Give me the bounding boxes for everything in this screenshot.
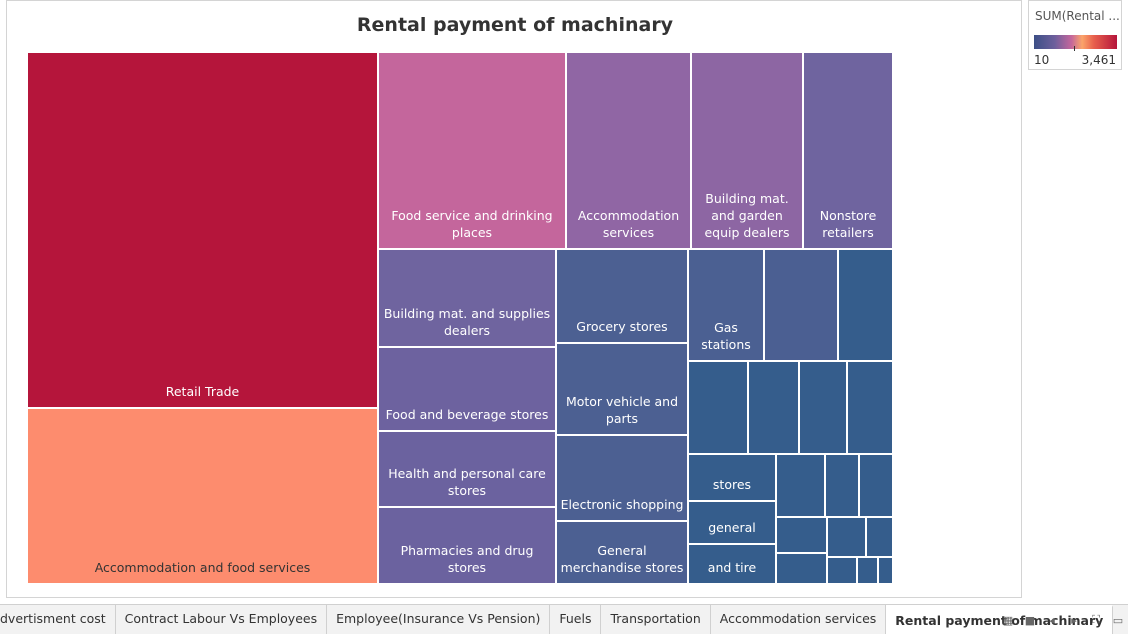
treemap-cell-label: Food service and drinking places <box>391 208 553 240</box>
treemap-cell[interactable] <box>764 249 838 361</box>
presentation-icon[interactable]: ▭ <box>1112 613 1124 627</box>
treemap-cell[interactable]: Grocery stores <box>556 249 688 343</box>
treemap-cell[interactable] <box>827 517 866 557</box>
treemap-cell[interactable] <box>859 454 893 517</box>
treemap-cell[interactable] <box>827 557 857 584</box>
treemap-cell[interactable]: Health and personal care stores <box>378 431 556 507</box>
treemap-cell[interactable] <box>825 454 859 517</box>
treemap-cell-label: Health and personal care stores <box>388 466 546 498</box>
treemap-cell[interactable]: Accommodation and food services <box>27 408 378 584</box>
treemap-cell-label: Accommodation and food services <box>94 560 311 575</box>
treemap-cell[interactable]: Electronic shopping <box>556 435 688 521</box>
treemap-cell[interactable]: General merchandise stores <box>556 521 688 584</box>
treemap-cell-label: Building mat. and supplies dealers <box>383 306 551 338</box>
sheet-tab[interactable]: Transportation <box>601 605 711 634</box>
fullscreen-icon[interactable]: ⛶ <box>1092 613 1100 626</box>
treemap-cell[interactable]: Accommodation services <box>566 52 691 249</box>
treemap-cell-label: Nonstore retailers <box>819 208 877 240</box>
next-tab-icon[interactable]: ▸ <box>1071 613 1077 627</box>
treemap-cell[interactable] <box>838 249 893 361</box>
treemap-cell[interactable]: stores <box>688 454 776 501</box>
treemap-cell[interactable] <box>878 557 893 584</box>
legend-title: SUM(Rental ... <box>1035 9 1120 23</box>
treemap-cell[interactable] <box>799 361 847 454</box>
treemap-cell[interactable]: and tire <box>688 544 776 584</box>
treemap-cell-label: Food and beverage stores <box>385 407 549 422</box>
treemap-cell-label: Grocery stores <box>576 319 668 334</box>
legend-min-label: 10 <box>1034 53 1050 67</box>
treemap-cell[interactable]: Motor vehicle and parts <box>556 343 688 435</box>
sheet-tab[interactable]: Employee(Insurance Vs Pension) <box>327 605 551 634</box>
treemap-cell[interactable]: Retail Trade <box>27 52 378 408</box>
legend-max-label: 3,461 <box>1081 53 1116 67</box>
legend-gradient <box>1034 35 1117 49</box>
treemap-cell-label: Motor vehicle and parts <box>565 394 679 426</box>
treemap-cell[interactable] <box>857 557 878 584</box>
treemap-cell-label: Accommodation services <box>577 208 680 240</box>
treemap-cell-label: and tire <box>707 560 757 575</box>
treemap-cell[interactable]: Food and beverage stores <box>378 347 556 431</box>
treemap-cell[interactable]: Building mat. and garden equip dealers <box>691 52 803 249</box>
treemap-cell[interactable]: general <box>688 501 776 544</box>
treemap-cell[interactable] <box>776 553 827 584</box>
chart-title: Rental payment of machinary <box>356 14 674 36</box>
sheet-tab[interactable]: dvertisment cost <box>0 605 116 634</box>
sheet-tab[interactable]: Rental payment of machinary <box>886 605 1114 634</box>
treemap-cell-label: Electronic shopping <box>560 497 684 512</box>
color-legend: SUM(Rental ... 10 3,461 <box>1028 0 1122 70</box>
grid-view-icon[interactable]: ▦ <box>1002 613 1014 627</box>
viz-container: Rental payment of machinary Retail Trade… <box>6 0 1022 598</box>
treemap-cell[interactable] <box>847 361 893 454</box>
treemap-cell[interactable] <box>866 517 893 557</box>
treemap-cell-label: general <box>708 520 756 535</box>
sheet-tab-bar: dvertisment cost Contract Labour Vs Emplo… <box>0 604 1128 634</box>
treemap[interactable]: Retail Trade Accommodation and food servi… <box>27 52 893 584</box>
treemap-cell[interactable]: Nonstore retailers <box>803 52 893 249</box>
treemap-cell-label: Pharmacies and drug stores <box>400 543 534 575</box>
sheet-tab[interactable]: Contract Labour Vs Employees <box>116 605 328 634</box>
sheet-tab[interactable]: Accommodation services <box>711 605 887 634</box>
treemap-cell[interactable]: Food service and drinking places <box>378 52 566 249</box>
treemap-cell-label: General merchandise stores <box>560 543 684 575</box>
treemap-cell-label: Gas stations <box>701 320 751 352</box>
treemap-cell[interactable]: Pharmacies and drug stores <box>378 507 556 584</box>
treemap-cell-label: Building mat. and garden equip dealers <box>704 191 790 240</box>
treemap-cell[interactable] <box>776 454 825 517</box>
treemap-cell[interactable]: Gas stations <box>688 249 764 361</box>
prev-tab-icon[interactable]: ◂ <box>1049 613 1055 627</box>
treemap-cell[interactable] <box>748 361 799 454</box>
treemap-cell[interactable] <box>688 361 748 454</box>
treemap-cell[interactable] <box>776 517 827 553</box>
sheet-tabs: dvertisment cost Contract Labour Vs Emplo… <box>0 605 1114 635</box>
square-view-icon[interactable]: ■ <box>1024 613 1036 627</box>
sheet-tab[interactable]: Fuels <box>550 605 602 634</box>
tab-controls: ▦ ■ ◂ ▸ ⛶ ▭ <box>998 605 1128 635</box>
legend-tick <box>1074 46 1075 51</box>
treemap-cell-label: Retail Trade <box>165 384 240 399</box>
treemap-cell[interactable]: Building mat. and supplies dealers <box>378 249 556 347</box>
treemap-cell-label: stores <box>712 477 752 492</box>
